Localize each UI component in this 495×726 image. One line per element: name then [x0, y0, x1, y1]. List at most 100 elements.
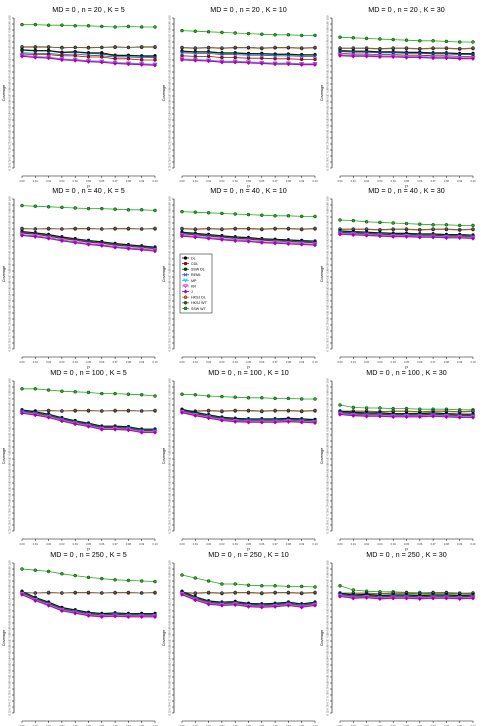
x-tick-label: 0.07	[113, 360, 119, 364]
x-tick-label: 0.04	[233, 724, 239, 726]
data-point	[113, 207, 117, 211]
legend-label: CDL	[191, 262, 198, 266]
x-tick-label: 0.05	[404, 724, 410, 726]
y-tick-label: 0.88	[168, 632, 172, 638]
data-point	[233, 408, 237, 413]
y-tick-label: 0.96	[8, 39, 12, 45]
x-tick-label: 0.07	[431, 724, 437, 726]
y-tick-label: 0.91	[8, 432, 12, 438]
data-point	[300, 397, 304, 401]
x-tick-label: 0.01	[193, 360, 199, 364]
data-point	[113, 45, 117, 49]
data-point	[193, 227, 198, 231]
x-tick-label: 0.06	[99, 542, 105, 546]
y-tick-label: 0.79	[168, 141, 172, 147]
y-tick-label: 0.86	[326, 99, 330, 105]
data-point	[391, 46, 395, 50]
data-point	[299, 242, 304, 247]
data-point	[233, 52, 238, 57]
data-point	[364, 54, 369, 59]
y-tick-label: 0.77	[326, 698, 330, 704]
x-tick-label: 0.04	[391, 179, 397, 183]
data-point	[391, 414, 396, 420]
y-tick-label: 0.99	[8, 384, 12, 390]
x-tick-label: 0.04	[73, 542, 79, 546]
data-point	[273, 396, 277, 401]
data-point	[312, 62, 318, 67]
y-tick-label: 0.90	[8, 620, 12, 626]
y-tick-label: 0.82	[168, 668, 172, 674]
y-tick-label: 1.00	[8, 378, 12, 384]
data-point	[337, 53, 343, 58]
data-point	[206, 54, 211, 59]
y-tick-label: 0.89	[326, 626, 330, 632]
y-tick-label: 0.89	[8, 81, 12, 87]
data-point	[337, 412, 343, 417]
data-point	[233, 212, 237, 216]
data-point	[444, 39, 449, 44]
y-tick-label: 0.75	[8, 165, 12, 171]
legend-label: SSW DL	[191, 268, 205, 272]
y-tick-label: 0.97	[8, 396, 12, 402]
chart-panel: MD = 0 , n = 250 , K = 300.750.760.770.7…	[320, 550, 476, 726]
data-point	[33, 49, 37, 53]
x-axis-label: τ²	[405, 184, 409, 189]
data-point	[338, 218, 342, 222]
y-tick-label: 0.99	[326, 21, 330, 27]
data-point	[33, 387, 37, 391]
data-point	[391, 37, 395, 42]
data-point	[126, 408, 131, 413]
data-point	[33, 413, 38, 418]
y-tick-label: 0.94	[326, 596, 330, 602]
y-tick-label: 0.76	[8, 159, 12, 165]
x-tick-label: 0.02	[364, 360, 370, 364]
data-point	[364, 46, 369, 50]
data-point	[126, 226, 131, 231]
x-tick-label: 0.05	[86, 360, 92, 364]
y-tick-label: 0.95	[8, 590, 12, 596]
data-point	[457, 235, 462, 241]
data-point	[471, 46, 475, 50]
y-tick-label: 0.79	[168, 504, 172, 510]
data-point	[458, 227, 462, 232]
legend-marker	[183, 284, 188, 289]
y-tick-label: 0.95	[8, 45, 12, 51]
y-tick-label: 0.85	[168, 650, 172, 656]
data-point	[139, 227, 144, 231]
data-point	[431, 227, 435, 231]
y-tick-label: 0.99	[8, 566, 12, 572]
x-tick-label: 0.00	[179, 360, 185, 364]
chart-title: MD = 0 , n = 100 , K = 10	[208, 368, 289, 377]
data-point	[60, 591, 64, 595]
data-point	[139, 25, 144, 29]
y-tick-label: 0.88	[326, 87, 330, 93]
data-point	[193, 598, 198, 603]
y-tick-label: 0.84	[168, 656, 172, 662]
data-point	[113, 578, 117, 582]
x-tick-label: 0.07	[431, 542, 437, 546]
x-tick-label: 0.00	[19, 542, 25, 546]
x-tick-label: 0.06	[417, 179, 423, 183]
chart-title: MD = 0 , n = 40 , K = 5	[52, 186, 125, 195]
data-point	[337, 232, 343, 237]
data-point	[273, 226, 277, 231]
x-tick-label: 0.10	[312, 360, 318, 364]
y-tick-label: 0.97	[168, 396, 172, 402]
data-point	[417, 596, 422, 602]
y-tick-label: 1.00	[168, 15, 172, 21]
data-point	[180, 45, 184, 50]
y-tick-label: 0.94	[8, 51, 12, 57]
data-point	[260, 227, 264, 231]
y-tick-label: 0.97	[168, 33, 172, 39]
data-point	[457, 56, 462, 61]
data-point	[180, 50, 184, 55]
y-tick-label: 0.79	[326, 504, 330, 510]
y-tick-label: 0.80	[326, 316, 330, 322]
data-point	[153, 394, 157, 398]
y-tick-label: 0.82	[326, 668, 330, 674]
y-tick-label: 0.81	[168, 129, 172, 135]
chart-title: MD = 0 , n = 100 , K = 5	[50, 368, 127, 377]
data-point	[364, 220, 369, 224]
data-point	[113, 590, 117, 595]
x-tick-label: 0.10	[152, 724, 158, 726]
